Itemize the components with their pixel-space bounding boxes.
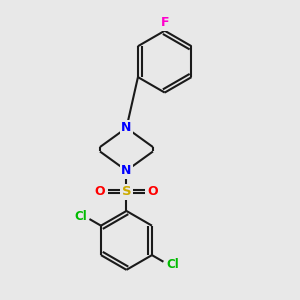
- Text: F: F: [160, 16, 169, 29]
- Text: S: S: [122, 185, 131, 198]
- Text: N: N: [121, 122, 132, 134]
- Text: Cl: Cl: [74, 210, 87, 223]
- Text: O: O: [148, 185, 158, 198]
- Text: Cl: Cl: [166, 258, 179, 271]
- Text: O: O: [94, 185, 105, 198]
- Text: N: N: [121, 164, 132, 177]
